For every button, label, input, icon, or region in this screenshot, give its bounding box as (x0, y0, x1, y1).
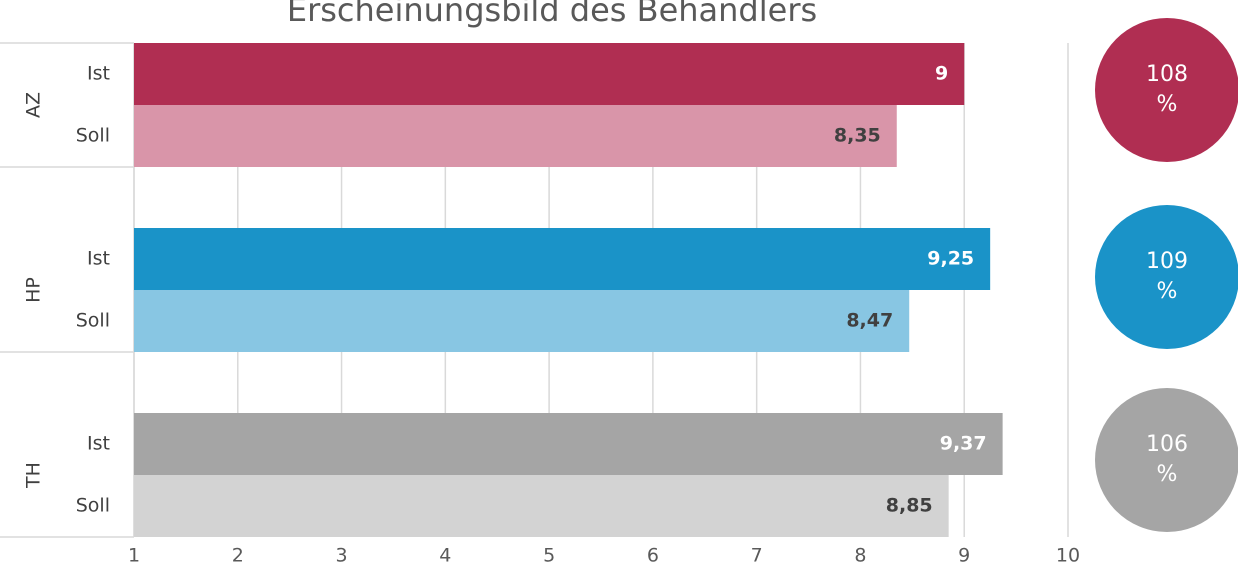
x-tick-label: 8 (854, 545, 866, 567)
x-tick-label: 3 (336, 545, 348, 567)
value-label: 8,85 (886, 495, 933, 517)
ratio-value: 106 (1146, 432, 1188, 457)
series-label: Soll (76, 310, 110, 332)
x-tick-label: 5 (543, 545, 555, 567)
ratio-unit: % (1157, 279, 1178, 304)
bar (134, 105, 897, 167)
value-label: 8,35 (834, 125, 881, 147)
ratio-value: 109 (1146, 249, 1188, 274)
ratio-badge (1095, 388, 1238, 532)
x-tick-label: 7 (751, 545, 763, 567)
ratio-unit: % (1157, 92, 1178, 117)
ratio-value: 108 (1146, 62, 1188, 87)
chart-title: Erscheinungsbild des Behandlers (287, 0, 817, 29)
value-label: 9 (935, 63, 948, 85)
x-tick-label: 4 (439, 545, 451, 567)
x-tick-label: 6 (647, 545, 659, 567)
series-label: Ist (87, 248, 110, 270)
category-label: AZ (23, 92, 45, 118)
value-label: 9,37 (940, 433, 987, 455)
ratio-unit: % (1157, 462, 1178, 487)
x-tick-label: 10 (1056, 545, 1080, 567)
ratio-badge (1095, 18, 1238, 162)
bar (134, 43, 965, 105)
series-label: Soll (76, 495, 110, 517)
bar (134, 413, 1003, 475)
bar (134, 290, 910, 352)
category-label: HP (23, 277, 45, 303)
x-tick-label: 9 (958, 545, 970, 567)
ratio-badge (1095, 205, 1238, 349)
value-label: 9,25 (927, 248, 974, 270)
series-label: Soll (76, 125, 110, 147)
x-tick-label: 2 (232, 545, 244, 567)
bar (134, 228, 991, 290)
series-label: Ist (87, 63, 110, 85)
bar (134, 475, 949, 537)
category-label: TH (23, 462, 45, 489)
x-tick-label: 1 (128, 545, 140, 567)
value-label: 8,47 (846, 310, 893, 332)
series-label: Ist (87, 433, 110, 455)
